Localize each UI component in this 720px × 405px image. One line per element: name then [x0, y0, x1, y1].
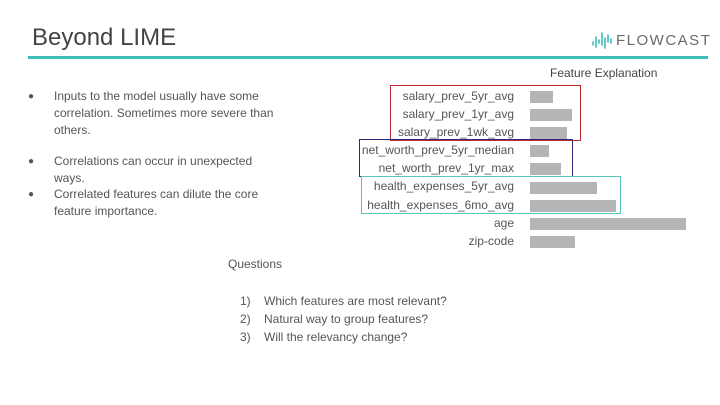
question-item: 1) Which features are most relevant?	[240, 292, 447, 310]
chart-title: Feature Explanation	[550, 66, 658, 80]
feature-bar	[530, 235, 576, 248]
feature-label: health_expenses_5yr_avg	[373, 179, 514, 194]
question-item: 3) Will the relevancy change?	[240, 328, 447, 346]
net-worth-group-box	[359, 139, 573, 178]
feature-label: net_worth_prev_1yr_max	[378, 161, 514, 176]
bullet-text: Correlated features can dilute the core …	[54, 187, 259, 218]
logo-wordmark: FLOWCAST	[616, 31, 712, 49]
questions-heading: Questions	[228, 257, 283, 271]
feature-bar	[530, 145, 549, 158]
bullet-marker: ●	[28, 156, 35, 167]
feature-bar	[530, 217, 686, 230]
question-text: Which features are most relevant?	[264, 294, 447, 308]
feature-label: salary_prev_1yr_avg	[402, 107, 514, 122]
health-group-box	[361, 175, 621, 214]
bullet-marker: ●	[28, 91, 35, 102]
feature-bar	[530, 91, 554, 104]
feature-label: age	[493, 215, 514, 230]
question-text: Will the relevancy change?	[264, 330, 408, 345]
feature-label: net_worth_prev_5yr_median	[361, 143, 514, 158]
feature-bar	[530, 127, 568, 140]
questions-list: 1) Which features are most relevant? 2) …	[240, 292, 447, 346]
bullet-text: Inputs to the model usually have some co…	[54, 89, 274, 137]
question-item: 2) Natural way to group features?	[240, 310, 447, 328]
question-text: Natural way to group features?	[264, 312, 429, 327]
feature-label: zip-code	[468, 233, 514, 248]
feature-label: salary_prev_1wk_avg	[397, 125, 514, 140]
feature-bar	[530, 181, 598, 194]
bullet-item: ● Correlations can occur in unexpected w…	[28, 153, 286, 187]
salary-group-box	[390, 85, 581, 142]
flowcast-logo: FLOWCAST	[592, 30, 711, 50]
question-number: 1)	[240, 294, 251, 308]
feature-bar	[530, 109, 573, 122]
feature-label: health_expenses_6mo_avg	[367, 197, 514, 212]
feature-bar	[530, 199, 616, 212]
bullet-item: ● Inputs to the model usually have some …	[28, 88, 286, 139]
slide-title: Beyond LIME	[32, 24, 177, 51]
feature-bar	[530, 163, 562, 176]
waveform-icon	[592, 32, 612, 49]
bullet-marker: ●	[28, 189, 35, 200]
bullet-item: ● Correlated features can dilute the cor…	[28, 186, 286, 220]
question-number: 3)	[240, 330, 251, 345]
feature-label: salary_prev_5yr_avg	[402, 89, 514, 103]
bullet-text: Correlations can occur in unexpected way…	[54, 154, 253, 185]
title-underline	[28, 56, 708, 59]
question-number: 2)	[240, 312, 251, 327]
